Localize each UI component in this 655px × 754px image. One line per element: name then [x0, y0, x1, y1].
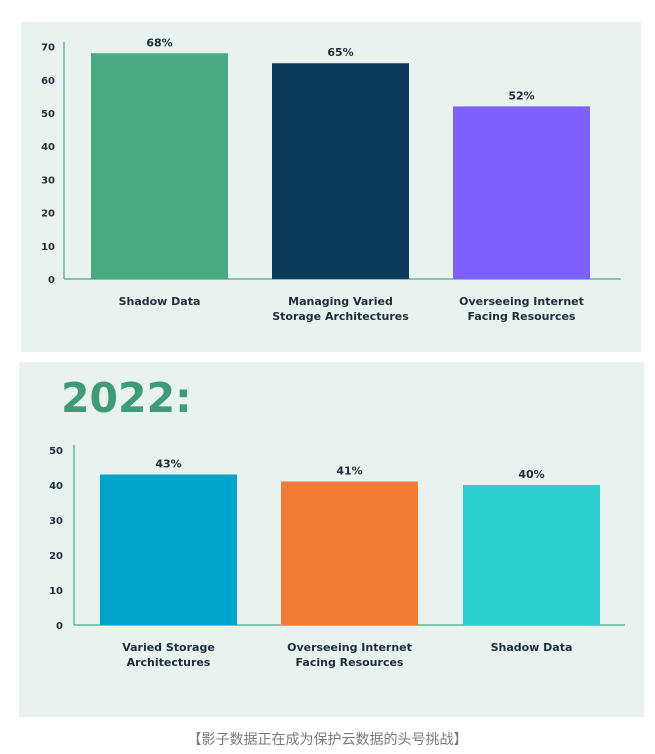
bar-value-label: 43%: [155, 458, 181, 471]
chart-panel-2023: 0 10 20 30 40 50 60 70 68% Shadow Data 65% Managing…: [21, 22, 641, 352]
y-tick-label: 20: [49, 551, 63, 562]
y-tick-label: 50: [49, 446, 63, 457]
bar-2: [272, 63, 409, 279]
bar-1: [100, 474, 237, 625]
y-tick-label: 40: [41, 142, 55, 153]
category-label: Overseeing Internet: [459, 295, 584, 308]
category-label: Facing Resources: [296, 656, 404, 669]
bar-value-label: 65%: [327, 46, 353, 59]
bar-value-label: 52%: [508, 89, 534, 102]
y-tick-label: 10: [41, 242, 55, 253]
chart-title-2022: 2022:: [61, 374, 192, 422]
y-tick-label: 40: [49, 481, 63, 492]
category-label: Shadow Data: [491, 641, 573, 654]
bar-3: [463, 485, 600, 625]
y-tick-label: 30: [41, 175, 55, 186]
bar-chart-2: 2022: 0 10 20 30 40 50 43% Varied Storage Archit…: [49, 374, 625, 669]
category-label: Facing Resources: [468, 310, 576, 323]
bar-3: [453, 106, 590, 279]
category-label: Varied Storage: [122, 641, 215, 654]
y-tick-label: 0: [48, 275, 55, 286]
category-label: Shadow Data: [119, 295, 201, 308]
category-label: Overseeing Internet: [287, 641, 412, 654]
category-label: Architectures: [127, 656, 211, 669]
y-tick-label: 30: [49, 516, 63, 527]
bar-chart-1: 0 10 20 30 40 50 60 70 68% Shadow Data 65% Managing…: [41, 36, 621, 323]
y-tick-label: 20: [41, 209, 55, 220]
category-label: Managing Varied: [288, 295, 393, 308]
category-label: Storage Architectures: [272, 310, 409, 323]
y-tick-label: 60: [41, 76, 55, 87]
image-caption: 【影子数据正在成为保护云数据的头号挑战】: [187, 732, 468, 748]
y-tick-label: 50: [41, 109, 55, 120]
chart-panel-2022: 2022: 0 10 20 30 40 50 43% Varied Storage Archit…: [19, 362, 644, 717]
bar-value-label: 40%: [518, 468, 544, 481]
bar-1: [91, 53, 228, 280]
y-tick-label: 0: [56, 621, 63, 632]
bar-2: [281, 481, 418, 625]
y-tick-label: 70: [41, 43, 55, 54]
bar-value-label: 41%: [336, 465, 362, 478]
y-tick-label: 10: [49, 586, 63, 597]
bar-value-label: 68%: [146, 36, 172, 49]
